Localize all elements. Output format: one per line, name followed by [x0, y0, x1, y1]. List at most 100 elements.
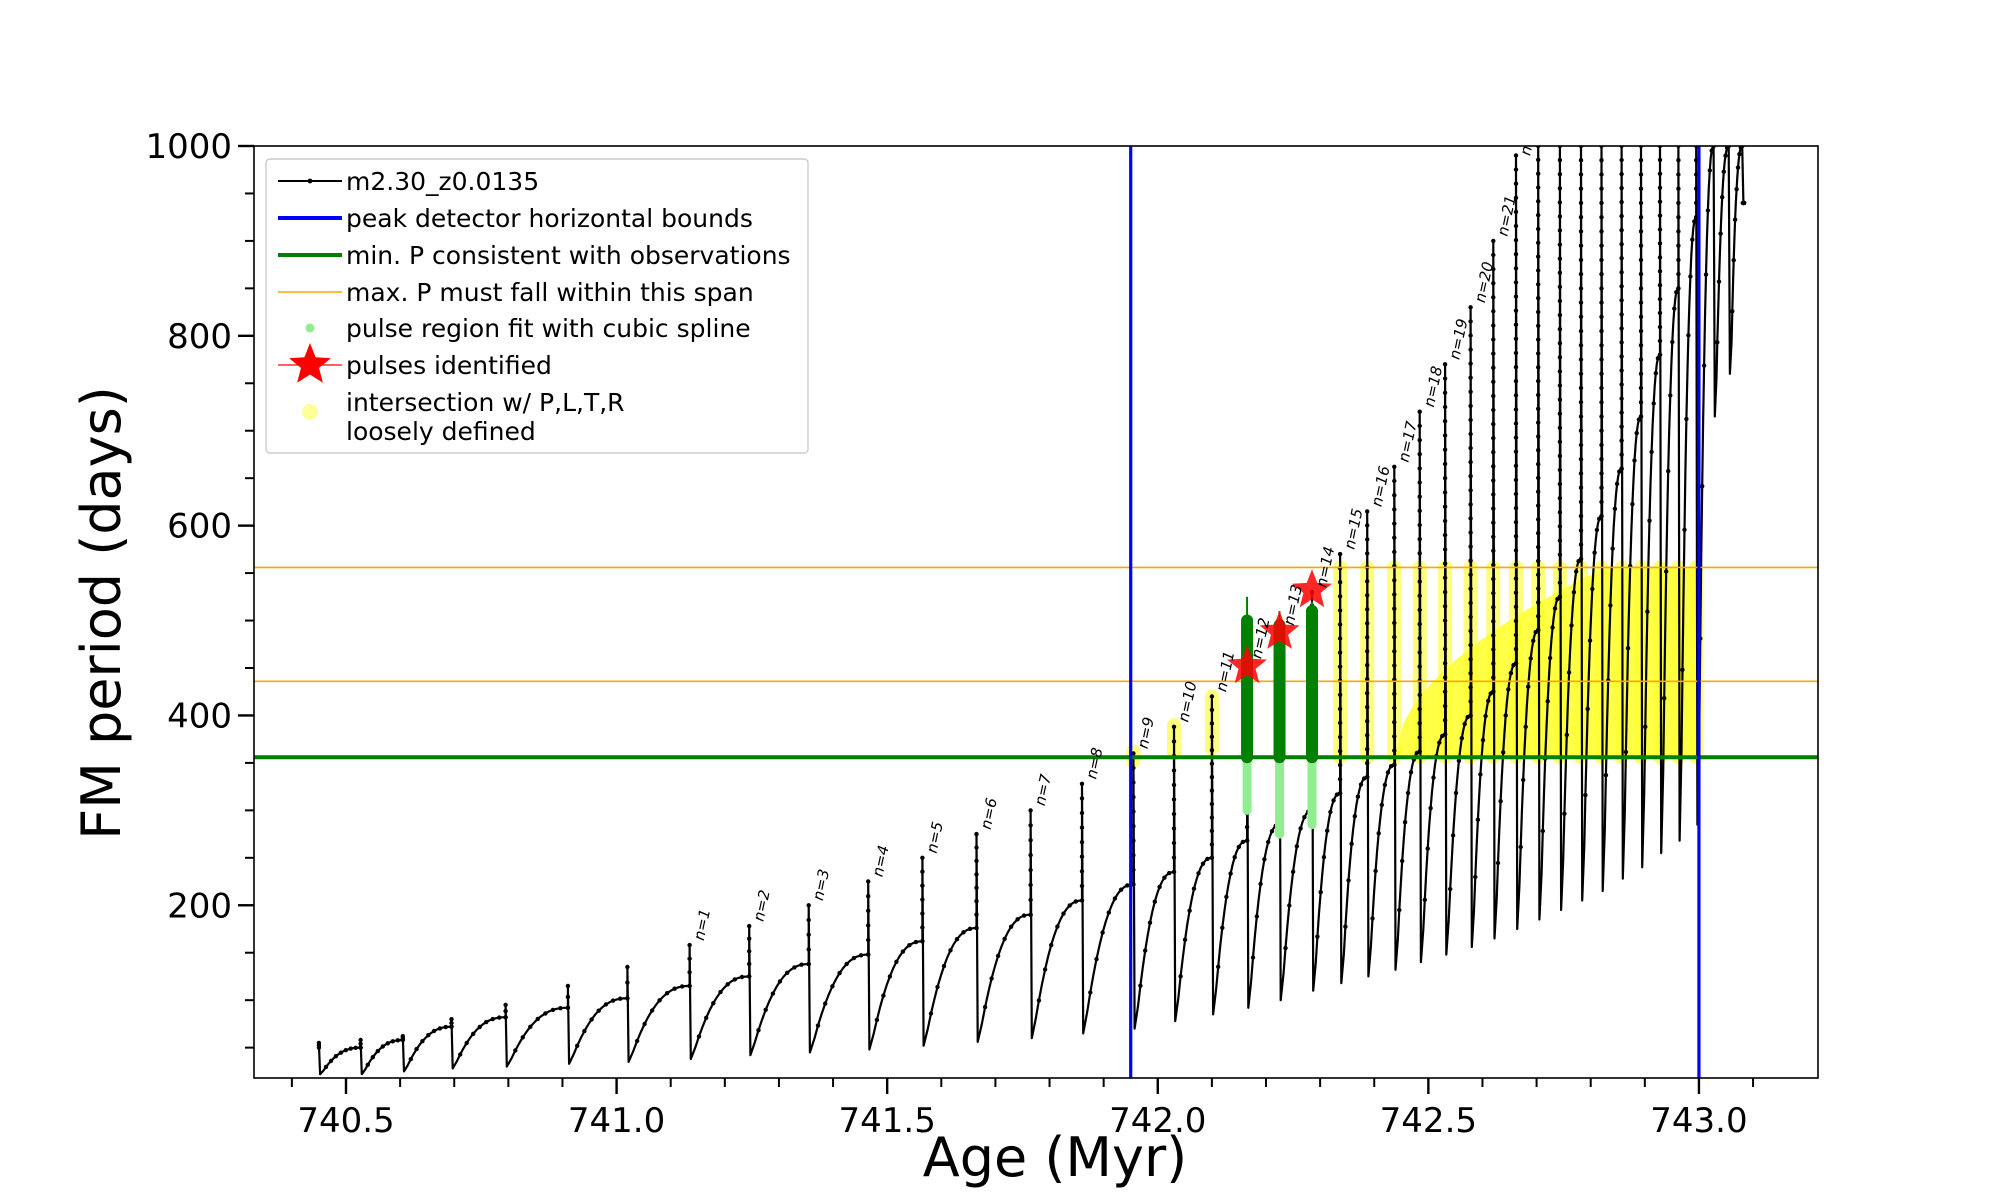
model-track-point — [1599, 371, 1604, 376]
model-track-point — [437, 1026, 443, 1031]
model-track-point — [1521, 777, 1526, 783]
model-track-point — [1566, 670, 1572, 675]
model-track-point — [1692, 219, 1697, 224]
model-track-point — [1220, 925, 1225, 930]
model-track-point — [1735, 165, 1741, 170]
model-track-point — [1417, 551, 1422, 556]
model-track-point — [1526, 684, 1531, 689]
model-track-point — [1578, 513, 1584, 519]
model-track-point — [1599, 271, 1604, 277]
model-track-point — [1536, 503, 1541, 508]
model-track-point — [1392, 521, 1397, 526]
model-track-point — [920, 883, 925, 888]
model-track-point — [1365, 663, 1370, 668]
model-track-point — [1737, 152, 1742, 157]
model-track-point — [1578, 357, 1584, 362]
model-track-point — [1376, 831, 1381, 836]
model-track-point — [1619, 368, 1624, 373]
model-track-point — [1422, 897, 1428, 902]
model-track-point — [1578, 215, 1584, 220]
model-track-point — [1067, 903, 1072, 908]
legend-label: min. P consistent with observations — [346, 241, 791, 270]
model-track-point — [1491, 492, 1496, 497]
model-track-point — [941, 963, 947, 969]
model-track-point — [1599, 499, 1604, 505]
model-track-point — [1491, 675, 1496, 680]
model-track-point — [535, 1016, 540, 1022]
model-track-point — [1571, 590, 1577, 595]
model-track-point — [974, 872, 979, 877]
model-track-point — [543, 1011, 548, 1016]
model-track-point — [1468, 431, 1473, 437]
model-track-point — [1638, 229, 1644, 234]
model-track-point — [1079, 898, 1085, 903]
model-track-point — [642, 1021, 647, 1027]
model-track-point — [1171, 855, 1177, 860]
model-track-point — [747, 961, 752, 967]
model-track-point — [1614, 481, 1620, 486]
model-track-point — [1731, 258, 1736, 263]
model-track-point — [1599, 314, 1604, 319]
model-track-point — [1428, 806, 1433, 811]
model-track-point — [1536, 185, 1541, 190]
model-track-point — [1676, 158, 1681, 163]
model-track-point — [1468, 699, 1473, 704]
model-track-point — [1325, 828, 1330, 833]
model-track-point — [1468, 403, 1473, 409]
model-track-point — [1491, 238, 1496, 244]
model-track-point — [1536, 558, 1541, 564]
model-track-point — [1392, 663, 1397, 668]
model-track-point — [1468, 586, 1473, 591]
model-track-point — [1373, 868, 1378, 874]
model-track-point — [1337, 791, 1343, 796]
model-track-point — [1358, 782, 1364, 787]
model-track-point — [1578, 271, 1584, 277]
model-track-point — [1392, 578, 1397, 583]
model-track-point — [1723, 153, 1728, 158]
model-track-point — [1171, 811, 1177, 817]
model-track-point — [1585, 706, 1590, 712]
model-track-point — [1028, 882, 1033, 888]
model-track-point — [1405, 790, 1411, 796]
model-track-point — [1578, 343, 1584, 348]
model-track-point — [1657, 185, 1663, 190]
model-track-point — [1718, 231, 1723, 236]
model-track-point — [1028, 912, 1033, 917]
model-track-point — [1468, 459, 1473, 465]
legend-label: loosely defined — [346, 417, 536, 446]
model-track-point — [1578, 229, 1584, 234]
model-track-point — [1392, 762, 1397, 767]
plot-area: n=1n=2n=3n=4n=5n=6n=7n=8n=9n=10n=11n=12n… — [254, 146, 1818, 1078]
model-track-point — [1536, 309, 1541, 315]
x-tick-label: 741.0 — [568, 1101, 665, 1141]
model-track-point — [1365, 761, 1370, 766]
model-track-point — [664, 991, 670, 996]
model-track-point — [1417, 607, 1422, 613]
model-track-point — [1599, 328, 1604, 334]
model-track-point — [1442, 504, 1448, 509]
model-track-point — [333, 1054, 339, 1059]
model-track-point — [558, 1006, 563, 1011]
model-track-point — [565, 983, 571, 989]
model-track-point — [687, 942, 692, 948]
model-track-point — [1491, 506, 1496, 511]
model-track-point — [1209, 855, 1215, 860]
model-track-point — [1498, 799, 1503, 804]
legend-box — [265, 158, 809, 454]
model-track-point — [1417, 508, 1422, 513]
model-track-point — [1365, 621, 1370, 626]
model-track-point — [1453, 790, 1459, 796]
model-track-point — [1657, 157, 1663, 163]
model-track-point — [1002, 936, 1007, 942]
model-track-point — [830, 984, 835, 989]
model-track-point — [575, 1043, 580, 1049]
model-track-point — [471, 1031, 476, 1037]
y-axis-title: FM period (days) — [70, 386, 133, 840]
model-track-point — [1486, 698, 1491, 704]
axis-titles: Age (Myr) FM period (days) — [70, 386, 1187, 1189]
model-track-point — [365, 1062, 370, 1068]
model-track-point — [1536, 282, 1541, 287]
model-track-point — [610, 998, 616, 1003]
model-track-point — [1557, 341, 1563, 346]
model-track-point — [1209, 761, 1215, 766]
